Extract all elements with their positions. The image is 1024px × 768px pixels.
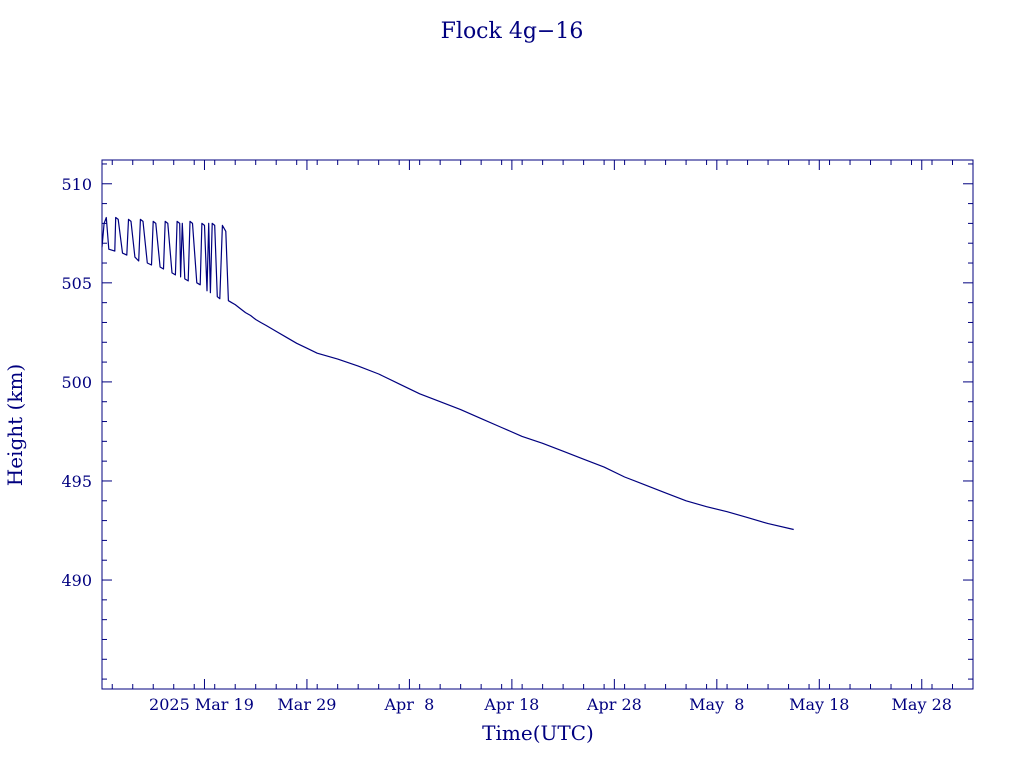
series-layer — [101, 216, 794, 531]
x-tick-label: Apr 18 — [483, 695, 539, 714]
height-series-line — [101, 216, 794, 531]
x-tick-label: Apr 28 — [586, 695, 642, 714]
y-tick-label: 505 — [61, 274, 92, 293]
chart-title: Flock 4g−16 — [441, 19, 584, 44]
y-tick-label: 495 — [61, 472, 92, 491]
y-tick-label: 510 — [61, 175, 92, 194]
y-tick-label: 500 — [61, 373, 92, 392]
plot-frame — [101, 159, 974, 690]
x-tick-label: 2025 Mar 19 — [149, 695, 254, 714]
x-tick-label: Apr 8 — [384, 695, 435, 714]
x-axis-ticks: 2025 Mar 19 Mar 29 Apr 8 Apr 18 Apr 28 May 8 M… — [111, 160, 954, 714]
x-tick-label: Mar 29 — [277, 695, 336, 714]
x-tick-label: May 28 — [892, 695, 952, 714]
x-tick-label: May 8 — [689, 695, 744, 714]
x-axis-label: Time(UTC) — [482, 721, 594, 745]
y-axis-label: Height (km) — [3, 364, 27, 486]
x-tick-label: May 18 — [789, 695, 849, 714]
y-axis-ticks: 490 495 500 505 510 — [61, 163, 973, 680]
y-tick-label: 490 — [61, 571, 92, 590]
